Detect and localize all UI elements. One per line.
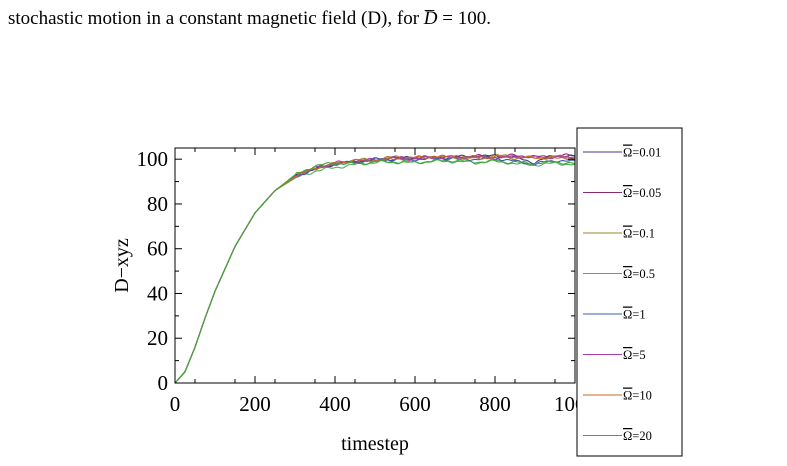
x-tick-label: 200 (239, 392, 271, 416)
series-line-4 (174, 158, 576, 384)
legend-entry-label: Ω=0.5 (623, 267, 655, 281)
figure-caption: stochastic motion in a constant magnetic… (8, 0, 491, 30)
caption-text: stochastic motion in a constant magnetic… (8, 8, 424, 29)
legend-entry-label: Ω=0.05 (623, 186, 661, 200)
y-tick-label: 60 (147, 237, 168, 261)
series-line-3 (174, 154, 576, 384)
x-tick-label: 0 (170, 392, 181, 416)
x-tick-label: 800 (479, 392, 511, 416)
legend-entry-label: Ω=0.01 (623, 146, 661, 160)
legend-box (576, 127, 683, 457)
legend-entry-label: Ω=20 (623, 429, 652, 443)
y-axis-label: D−xyz (111, 238, 133, 293)
series-line-1 (174, 154, 576, 384)
plot-area (174, 153, 576, 384)
series-line-7 (174, 154, 576, 384)
y-tick-label: 80 (147, 192, 168, 216)
y-tick-label: 40 (147, 281, 168, 305)
caption-suffix: = 100. (437, 8, 491, 29)
series-line-2 (174, 153, 576, 384)
x-tick-label: 400 (319, 392, 351, 416)
y-tick-label: 20 (147, 326, 168, 350)
caption-symbol: – D (423, 0, 438, 29)
series-line-5 (174, 156, 576, 384)
legend-entry-label: Ω=10 (623, 389, 652, 403)
legend-entry-label: Ω=1 (623, 308, 646, 322)
x-tick-label: 600 (399, 392, 431, 416)
series-line-8 (174, 159, 576, 384)
plot-frame (174, 147, 576, 384)
legend-entry-label: Ω=5 (623, 348, 646, 362)
legend-entry-label: Ω=0.1 (623, 227, 655, 241)
series-line-6 (174, 155, 576, 384)
x-axis-label: timestep (341, 433, 409, 455)
y-tick-label: 100 (137, 147, 169, 171)
axes: 0 200 400 600 800 1000020406080100timestepD−x… (111, 147, 596, 455)
legend: Ω=0.01 Ω=0.05 Ω=0.1 Ω=0.5 Ω=1 Ω=5 Ω=10 Ω=20 (576, 127, 683, 457)
y-tick-label: 0 (158, 371, 169, 395)
